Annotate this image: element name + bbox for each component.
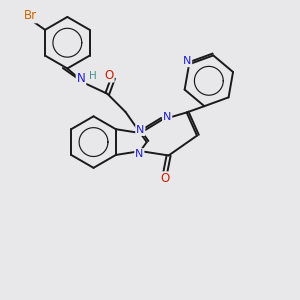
Text: O: O [104, 68, 114, 82]
Text: N: N [163, 112, 171, 122]
Text: N: N [76, 72, 85, 86]
Text: N: N [183, 56, 191, 66]
Text: N: N [135, 149, 143, 159]
Text: N: N [136, 125, 145, 135]
Text: Br: Br [24, 9, 37, 22]
Text: H: H [89, 71, 97, 81]
Text: O: O [160, 172, 170, 185]
